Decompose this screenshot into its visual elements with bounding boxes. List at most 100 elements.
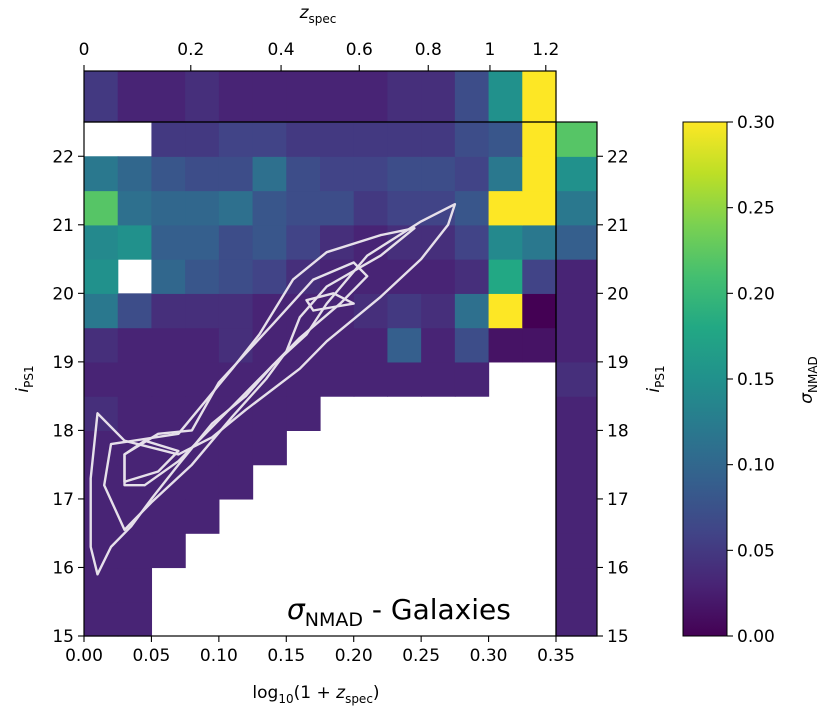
x-tick-label: 0.20 [335, 646, 373, 666]
heatmap-cell [421, 327, 456, 363]
heatmap-cell [218, 327, 254, 363]
heatmap-cell [353, 190, 389, 226]
heatmap-cell [117, 567, 153, 603]
heatmap-cell [286, 361, 321, 397]
top-marginal-strip [84, 71, 557, 122]
heatmap-cell [488, 327, 523, 363]
right-marginal-cell [556, 156, 597, 192]
heatmap-cell [488, 293, 523, 329]
heatmap-cell [185, 498, 220, 534]
heatmap-cell [151, 533, 186, 569]
heatmap-cell [454, 156, 490, 192]
heatmap-cell [488, 259, 523, 294]
right-marginal-cell [556, 464, 597, 500]
top-marginal-cell [286, 71, 321, 122]
heatmap-cell [151, 464, 186, 500]
colorbar-ticks: 0.00 0.05 0.10 0.15 0.20 0.25 0.30 [727, 113, 775, 647]
heatmap-cell [84, 533, 119, 569]
right-marginal-cell [556, 259, 597, 294]
x-axis-label: log10(1 + zspec) [252, 683, 379, 706]
heatmap-cell [522, 156, 557, 192]
right-marginal-cell [556, 361, 597, 397]
heatmap-cell [522, 224, 557, 260]
heatmap-cell [286, 190, 321, 226]
right-marginal-cell [556, 224, 597, 260]
x-tick-label: 0.25 [402, 646, 440, 666]
top-tick-label: 0.2 [177, 40, 204, 60]
colorbar-tick-label: 0.20 [737, 284, 775, 304]
top-tick-label: 0.8 [415, 40, 442, 60]
heatmap-cell [185, 156, 220, 192]
heatmap-cell [84, 293, 119, 329]
heatmap-cell [185, 224, 220, 260]
right-y-tick-label: 17 [607, 490, 629, 510]
heatmap-cell [454, 361, 490, 397]
heatmap-cell [84, 601, 119, 637]
heatmap-cell [522, 293, 557, 329]
heatmap-cell [387, 190, 422, 226]
heatmap-cell [218, 122, 254, 157]
heatmap-cell [454, 293, 490, 329]
heatmap-cell [151, 156, 186, 192]
heatmap-cell [320, 156, 355, 192]
x-tick-label: 0.15 [267, 646, 305, 666]
heatmap-cells [84, 122, 557, 637]
top-marginal-cell [454, 71, 490, 122]
top-marginal-cell [117, 71, 153, 122]
heatmap-cell [488, 190, 523, 226]
top-marginal-cell [353, 71, 389, 122]
heatmap-cell [252, 190, 287, 226]
heatmap-cell [421, 224, 456, 260]
heatmap-cell [454, 122, 490, 157]
contour-line [89, 202, 457, 576]
heatmap-cell [185, 122, 220, 157]
heatmap-cell [117, 293, 153, 329]
heatmap-cell [252, 396, 287, 431]
colorbar-tick-label: 0.25 [737, 199, 775, 219]
x-tick-label: 0.05 [132, 646, 170, 666]
right-y-tick-label: 19 [607, 353, 629, 373]
right-marginal-strip [556, 122, 597, 637]
heatmap-cell [320, 190, 355, 226]
heatmap-cell [387, 361, 422, 397]
top-axis-label: zspec [299, 3, 337, 26]
heatmap-cell [353, 327, 389, 363]
top-marginal-cell [185, 71, 220, 122]
heatmap-cell [252, 156, 287, 192]
contour-line [123, 439, 180, 483]
y-tick-label: 17 [52, 490, 74, 510]
right-marginal-cell [556, 567, 597, 603]
heatmap-cell [353, 293, 389, 329]
top-marginal-cell [151, 71, 186, 122]
heatmap-cell [387, 293, 422, 329]
colorbar-tick-label: 0.15 [737, 370, 775, 390]
heatmap-cell [353, 122, 389, 157]
right-marginal-cell [556, 327, 597, 363]
heatmap-cell [84, 396, 119, 431]
heatmap-cell [117, 396, 153, 431]
heatmap-cell [387, 122, 422, 157]
colorbar-tick-label: 0.05 [737, 541, 775, 561]
top-tick-label: 1 [485, 40, 496, 60]
top-tick-label: 0.6 [346, 40, 373, 60]
heatmap-cell [522, 259, 557, 294]
heatmap-cell [117, 601, 153, 637]
heatmap-cell [387, 327, 422, 363]
heatmap-cell [151, 327, 186, 363]
heatmap-cell [421, 361, 456, 397]
contour-line [305, 292, 355, 312]
right-y-tick-label: 16 [607, 558, 629, 578]
heatmap-cell [151, 224, 186, 260]
heatmap-cell [84, 361, 119, 397]
heatmap-cell [185, 464, 220, 500]
y-tick-label: 22 [52, 147, 74, 167]
heatmap-cell [488, 156, 523, 192]
top-marginal-cell [488, 71, 523, 122]
right-y-tick-label: 18 [607, 421, 629, 441]
right-marginal-cell [556, 396, 597, 431]
heatmap-cell [185, 259, 220, 294]
heatmap-cell [320, 122, 355, 157]
heatmap-cell [454, 224, 490, 260]
heatmap-cell [421, 156, 456, 192]
